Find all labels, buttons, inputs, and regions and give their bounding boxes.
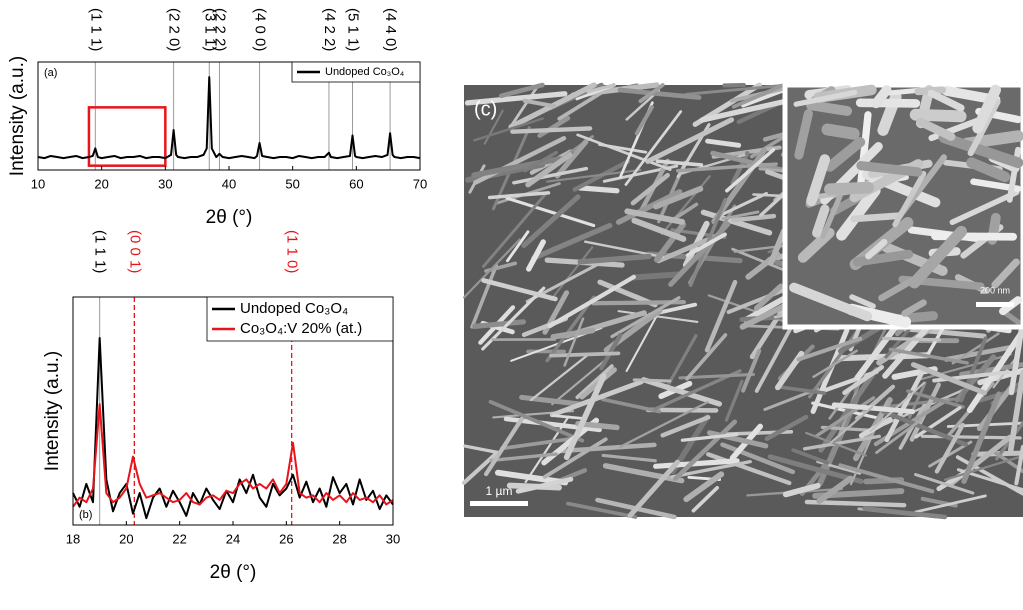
x-tick-label: 60 — [349, 176, 363, 191]
fiber — [811, 105, 847, 111]
x-tick-label: 28 — [332, 531, 346, 546]
x-tick-label: 30 — [158, 176, 172, 191]
panel-label: (c) — [474, 98, 497, 120]
x-tick-label: 22 — [172, 531, 186, 546]
x-tick-label: 10 — [31, 176, 45, 191]
panel-label: (a) — [44, 67, 57, 79]
reflection-label: (2 2 0) — [166, 8, 183, 51]
fiber — [884, 338, 940, 339]
reflection-label: (4 0 0) — [252, 8, 269, 51]
reflection-label: (4 2 2) — [321, 8, 338, 51]
x-tick-label: 18 — [66, 531, 80, 546]
x-tick-label: 40 — [222, 176, 236, 191]
x-axis-label: 2θ (°) — [206, 207, 253, 228]
fiber — [634, 380, 670, 381]
x-axis-label: 2θ (°) — [210, 562, 257, 583]
reflection-label: (5 1 1) — [345, 8, 362, 51]
legend-label: Co₃O₄:V 20% (at.) — [240, 320, 362, 337]
fiber — [854, 216, 900, 219]
x-tick-label: 30 — [386, 531, 400, 546]
x-tick-label: 20 — [94, 176, 108, 191]
x-tick-label: 24 — [226, 531, 240, 546]
fiber — [830, 188, 868, 190]
x-tick-label: 26 — [279, 531, 293, 546]
scale-bar — [470, 501, 528, 506]
reflection-label: (2 2 2) — [211, 8, 228, 51]
legend-label: Undoped Co₃O₄ — [325, 66, 405, 78]
fiber — [633, 274, 679, 277]
reflection-label: (1 1 1) — [87, 8, 104, 51]
fiber — [551, 353, 618, 355]
fiber — [935, 236, 1013, 237]
series-line — [73, 338, 393, 518]
fiber — [580, 188, 617, 191]
chart: (1 1 1)(2 2 0)(3 1 1)(2 2 2)(4 0 0)(4 2 … — [7, 8, 427, 228]
inset-scale-bar-label: 200 nm — [980, 285, 1010, 295]
fiber — [860, 103, 916, 104]
inset-scale-bar — [976, 302, 1014, 307]
chart: (1 1 1) (0 0 1) (1 1 0) 18 20 22 24 26 28 30 2θ (°… — [42, 230, 400, 583]
fiber — [861, 166, 918, 172]
x-tick-label: 70 — [413, 176, 427, 191]
x-tick-label: 50 — [285, 176, 299, 191]
fiber — [916, 115, 961, 117]
x-tick-label: 20 — [119, 531, 133, 546]
sem-image: (c) 1 µm 200 nm — [464, 85, 1023, 517]
legend-label: Undoped Co₃O₄ — [240, 300, 348, 317]
scale-bar-label: 1 µm — [486, 484, 513, 498]
y-axis-label: Intensity (a.u.) — [7, 56, 28, 176]
reflection-label: (0 0 1) — [126, 230, 143, 273]
reflection-label: (4 4 0) — [382, 8, 399, 51]
reflection-label: (1 1 0) — [284, 230, 301, 273]
y-axis-label: Intensity (a.u.) — [42, 351, 63, 471]
reflection-label: (1 1 1) — [92, 230, 109, 273]
panel-label: (b) — [79, 509, 92, 521]
fiber — [827, 129, 853, 133]
